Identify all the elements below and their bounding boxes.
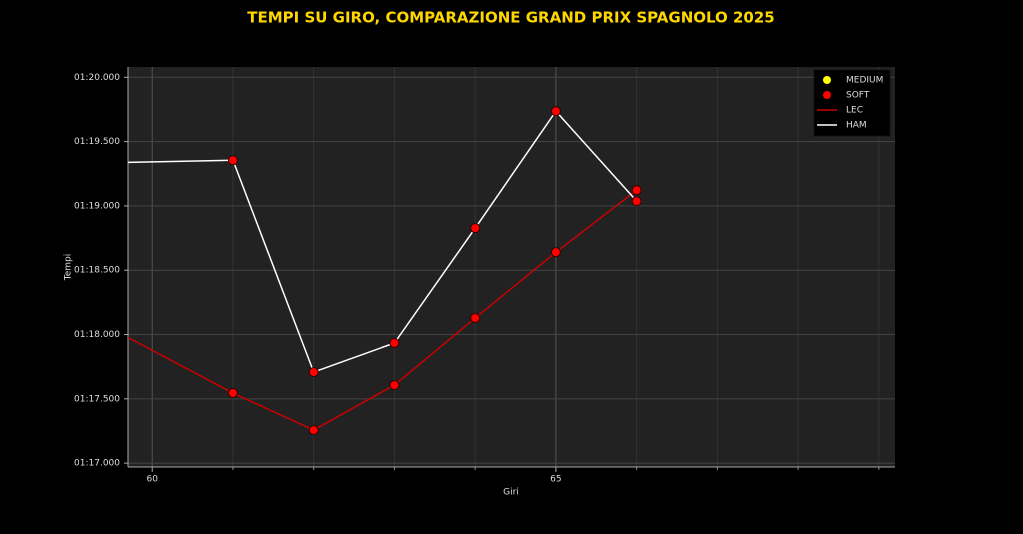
lap-marker <box>631 185 642 196</box>
lap-marker <box>550 106 561 117</box>
y-tick-label: 01:18.500 <box>74 266 120 276</box>
y-tick-label: 01:19.000 <box>74 201 120 211</box>
lap-marker <box>308 367 319 378</box>
y-tick-label: 01:20.000 <box>74 73 120 83</box>
lap-marker <box>389 380 400 391</box>
lap-marker <box>470 223 481 234</box>
legend-label: HAM <box>846 121 867 131</box>
lap-marker <box>308 425 319 436</box>
lap-marker <box>67 303 76 312</box>
legend-marker <box>823 91 831 99</box>
x-axis-label: Giri <box>503 488 519 498</box>
lap-marker <box>470 313 481 324</box>
lap-marker <box>67 159 76 168</box>
lap-marker <box>631 196 642 207</box>
legend-marker <box>823 76 831 84</box>
chart-title: TEMPI SU GIRO, COMPARAZIONE GRAND PRIX S… <box>247 9 775 27</box>
lap-marker <box>389 338 400 349</box>
legend-label: MEDIUM <box>846 76 883 86</box>
plot-area <box>128 67 895 467</box>
y-tick-label: 01:19.500 <box>74 137 120 147</box>
grid: 60 65 01:17.000 01:17.500 01:18.000 01:18.500… <box>74 67 895 485</box>
y-tick-label: 01:17.500 <box>74 394 120 404</box>
y-tick-label: 01:17.000 <box>74 459 120 469</box>
x-tick-label: 65 <box>550 475 561 485</box>
lap-marker <box>550 247 561 258</box>
legend: MEDIUM SOFT LEC HAM <box>813 69 891 137</box>
legend-label: SOFT <box>846 91 870 101</box>
x-tick-label: 60 <box>146 475 158 485</box>
y-tick-label: 01:18.000 <box>74 330 120 340</box>
y-axis-label: Tempi <box>64 254 74 282</box>
lap-marker <box>227 155 238 166</box>
lap-marker <box>227 388 238 399</box>
plot <box>67 106 642 436</box>
legend-label: LEC <box>846 106 863 116</box>
